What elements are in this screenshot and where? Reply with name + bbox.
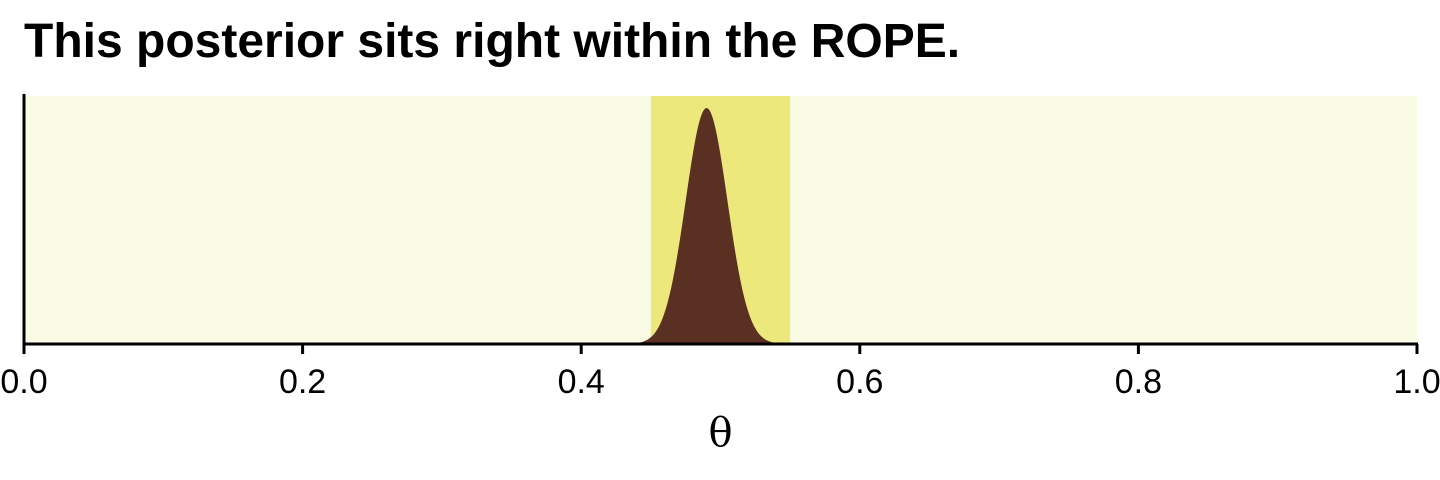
x-tick-label: 0.0 <box>0 363 47 401</box>
posterior-density-area <box>622 108 791 344</box>
x-tick-label: 0.8 <box>1115 363 1162 401</box>
chart-title: This posterior sits right within the ROP… <box>24 15 961 68</box>
x-axis-ticks: 0.0 0.2 0.4 0.6 0.8 1.0 <box>0 344 1440 401</box>
x-tick-label: 0.2 <box>279 363 326 401</box>
x-tick-label: 1.0 <box>1393 363 1440 401</box>
x-tick-label: 0.6 <box>836 363 883 401</box>
x-tick-label: 0.4 <box>558 363 605 401</box>
x-axis-label: θ <box>708 410 732 456</box>
